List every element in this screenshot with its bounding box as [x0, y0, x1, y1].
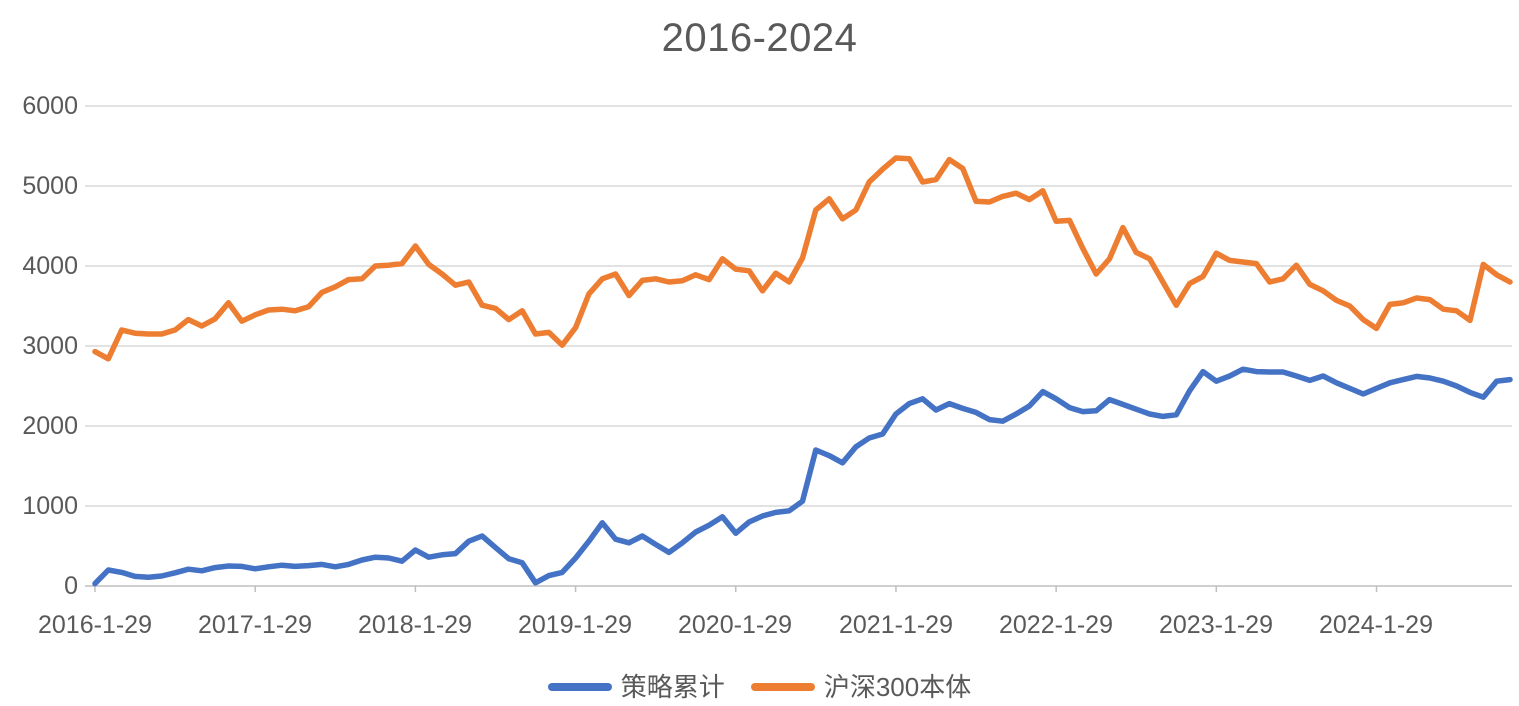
y-axis-label-1000: 1000 — [22, 492, 78, 520]
csi300-line-swatch — [750, 683, 815, 691]
y-axis-label-6000: 6000 — [22, 92, 78, 120]
legend-item-csi300: 沪深300本体 — [750, 671, 972, 703]
x-axis-label-2022: 2022-1-29 — [999, 611, 1113, 639]
legend: 策略累计 沪深300本体 — [0, 671, 1519, 703]
x-axis-label-2021: 2021-1-29 — [839, 611, 953, 639]
x-axis-label-2016: 2016-1-29 — [38, 611, 152, 639]
y-axis-label-3000: 3000 — [22, 332, 78, 360]
x-axis-label-2017: 2017-1-29 — [198, 611, 312, 639]
y-axis-label-4000: 4000 — [22, 252, 78, 280]
x-axis-label-2024: 2024-1-29 — [1319, 611, 1433, 639]
x-axis-label-2018: 2018-1-29 — [358, 611, 472, 639]
y-axis-label-5000: 5000 — [22, 172, 78, 200]
x-axis-label-2020: 2020-1-29 — [678, 611, 792, 639]
legend-item-strategy: 策略累计 — [547, 671, 725, 703]
strategy-legend-label: 策略累计 — [620, 672, 725, 702]
x-axis-label-2019: 2019-1-29 — [518, 611, 632, 639]
y-axis-label-0: 0 — [64, 572, 78, 600]
csi300-line — [92, 155, 1513, 362]
chart-title: 2016-2024 — [661, 16, 858, 60]
csi300-legend-label: 沪深300本体 — [823, 672, 972, 702]
y-axis-label-2000: 2000 — [22, 412, 78, 440]
strategy-line-swatch — [547, 683, 612, 691]
x-axis-label-2023: 2023-1-29 — [1159, 611, 1273, 639]
strategy-line — [92, 366, 1513, 587]
